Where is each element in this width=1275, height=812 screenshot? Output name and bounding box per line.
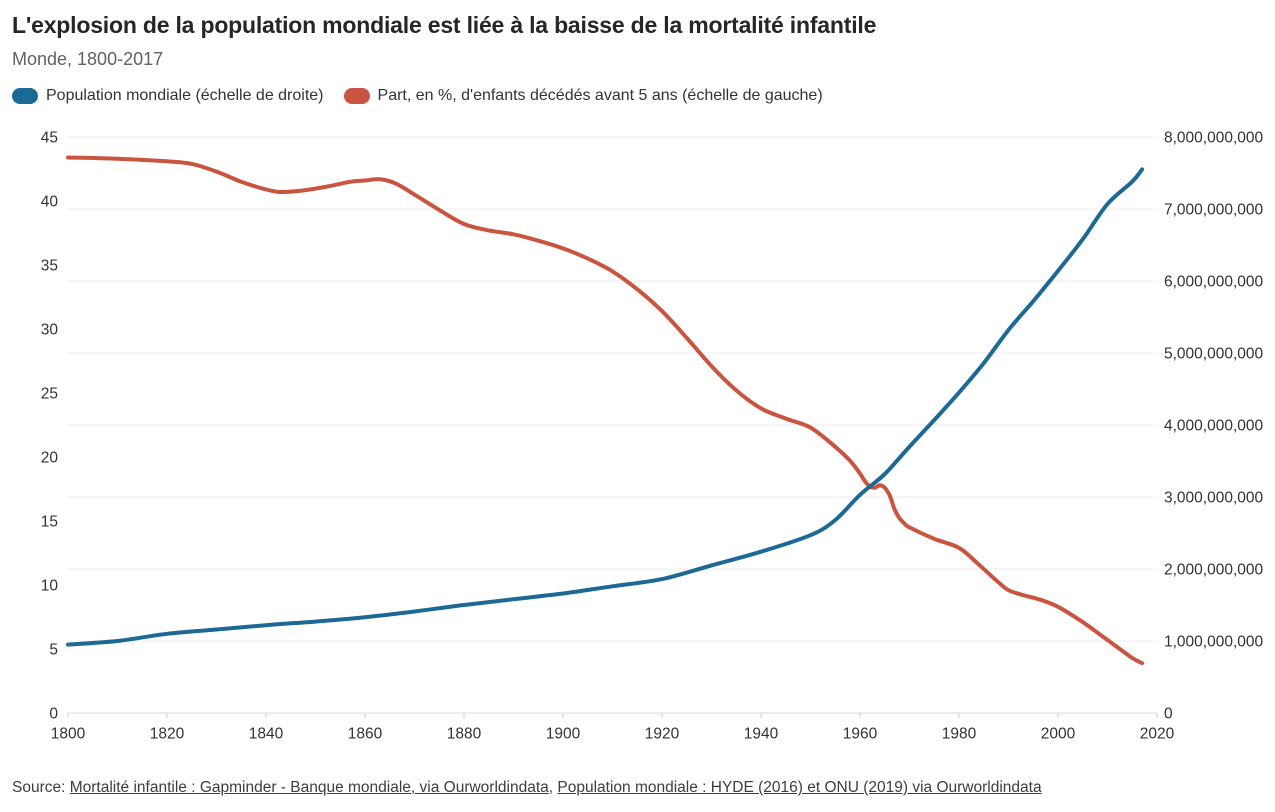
left-tick-label: 30 <box>41 321 59 338</box>
left-tick-label: 5 <box>49 641 58 658</box>
left-tick-label: 45 <box>41 129 58 146</box>
population-line <box>66 167 1145 647</box>
x-tick-label: 1960 <box>843 725 878 742</box>
right-tick-label: 8,000,000,000 <box>1164 129 1264 146</box>
left-axis: 0 5 10 15 20 25 30 35 40 45 <box>41 129 59 722</box>
legend-item-mortality: Part, en %, d'enfants décédés avant 5 an… <box>343 87 823 105</box>
right-tick-label: 1,000,000,000 <box>1164 633 1264 650</box>
right-tick-label: 5,000,000,000 <box>1164 345 1264 362</box>
mortality-line <box>66 155 1145 666</box>
source-link-mortality[interactable]: Mortalité infantile : Gapminder - Banque… <box>69 779 549 796</box>
right-axis: 0 1,000,000,000 2,000,000,000 3,000,000,000… <box>1164 129 1264 722</box>
source-separator: , <box>548 779 558 796</box>
x-tick-label: 2020 <box>1140 725 1175 742</box>
x-tick-label: 1840 <box>249 725 284 742</box>
x-tick-label: 1900 <box>546 725 581 742</box>
x-tick-label: 1980 <box>942 725 977 742</box>
legend-label-population: Population mondiale (échelle de droite) <box>46 87 324 104</box>
left-tick-label: 35 <box>41 257 58 274</box>
line-chart: 1800 1820 1840 1860 1880 1900 1920 1940 1960 1980… <box>41 129 1264 742</box>
source-prefix: Source: <box>12 779 70 796</box>
source-line: Source: Mortalité infantile : Gapminder … <box>12 779 1042 797</box>
gridlines <box>68 136 1157 642</box>
left-tick-label: 20 <box>41 449 59 466</box>
left-tick-label: 0 <box>49 705 58 722</box>
left-tick-label: 40 <box>41 193 59 210</box>
left-tick-label: 25 <box>41 385 58 402</box>
page-subtitle: Monde, 1800-2017 <box>12 49 164 69</box>
mortality-series-swatch <box>343 88 370 104</box>
left-tick-label: 15 <box>41 513 58 530</box>
right-tick-label: 0 <box>1164 705 1173 722</box>
legend-label-mortality: Part, en %, d'enfants décédés avant 5 an… <box>377 87 823 104</box>
right-tick-label: 7,000,000,000 <box>1164 201 1264 218</box>
population-series-swatch <box>12 88 38 104</box>
legend: Population mondiale (échelle de droite) … <box>12 87 823 105</box>
x-tick-label: 1880 <box>447 725 482 742</box>
x-tick-label: 1920 <box>645 725 680 742</box>
x-axis: 1800 1820 1840 1860 1880 1900 1920 1940 1960 1980… <box>51 712 1175 742</box>
source-link-population[interactable]: Population mondiale : HYDE (2016) et ONU… <box>557 779 1042 796</box>
x-tick-label: 1860 <box>348 725 383 742</box>
page-title: L'explosion de la population mondiale es… <box>12 12 877 38</box>
x-tick-label: 1800 <box>51 725 86 742</box>
right-tick-label: 2,000,000,000 <box>1164 561 1264 578</box>
legend-item-population: Population mondiale (échelle de droite) <box>12 87 324 105</box>
x-tick-label: 1940 <box>744 725 779 742</box>
left-tick-label: 10 <box>41 577 59 594</box>
x-tick-label: 1820 <box>150 725 185 742</box>
x-tick-label: 2000 <box>1041 725 1076 742</box>
right-tick-label: 6,000,000,000 <box>1164 273 1264 290</box>
right-tick-label: 3,000,000,000 <box>1164 489 1264 506</box>
right-tick-label: 4,000,000,000 <box>1164 417 1264 434</box>
